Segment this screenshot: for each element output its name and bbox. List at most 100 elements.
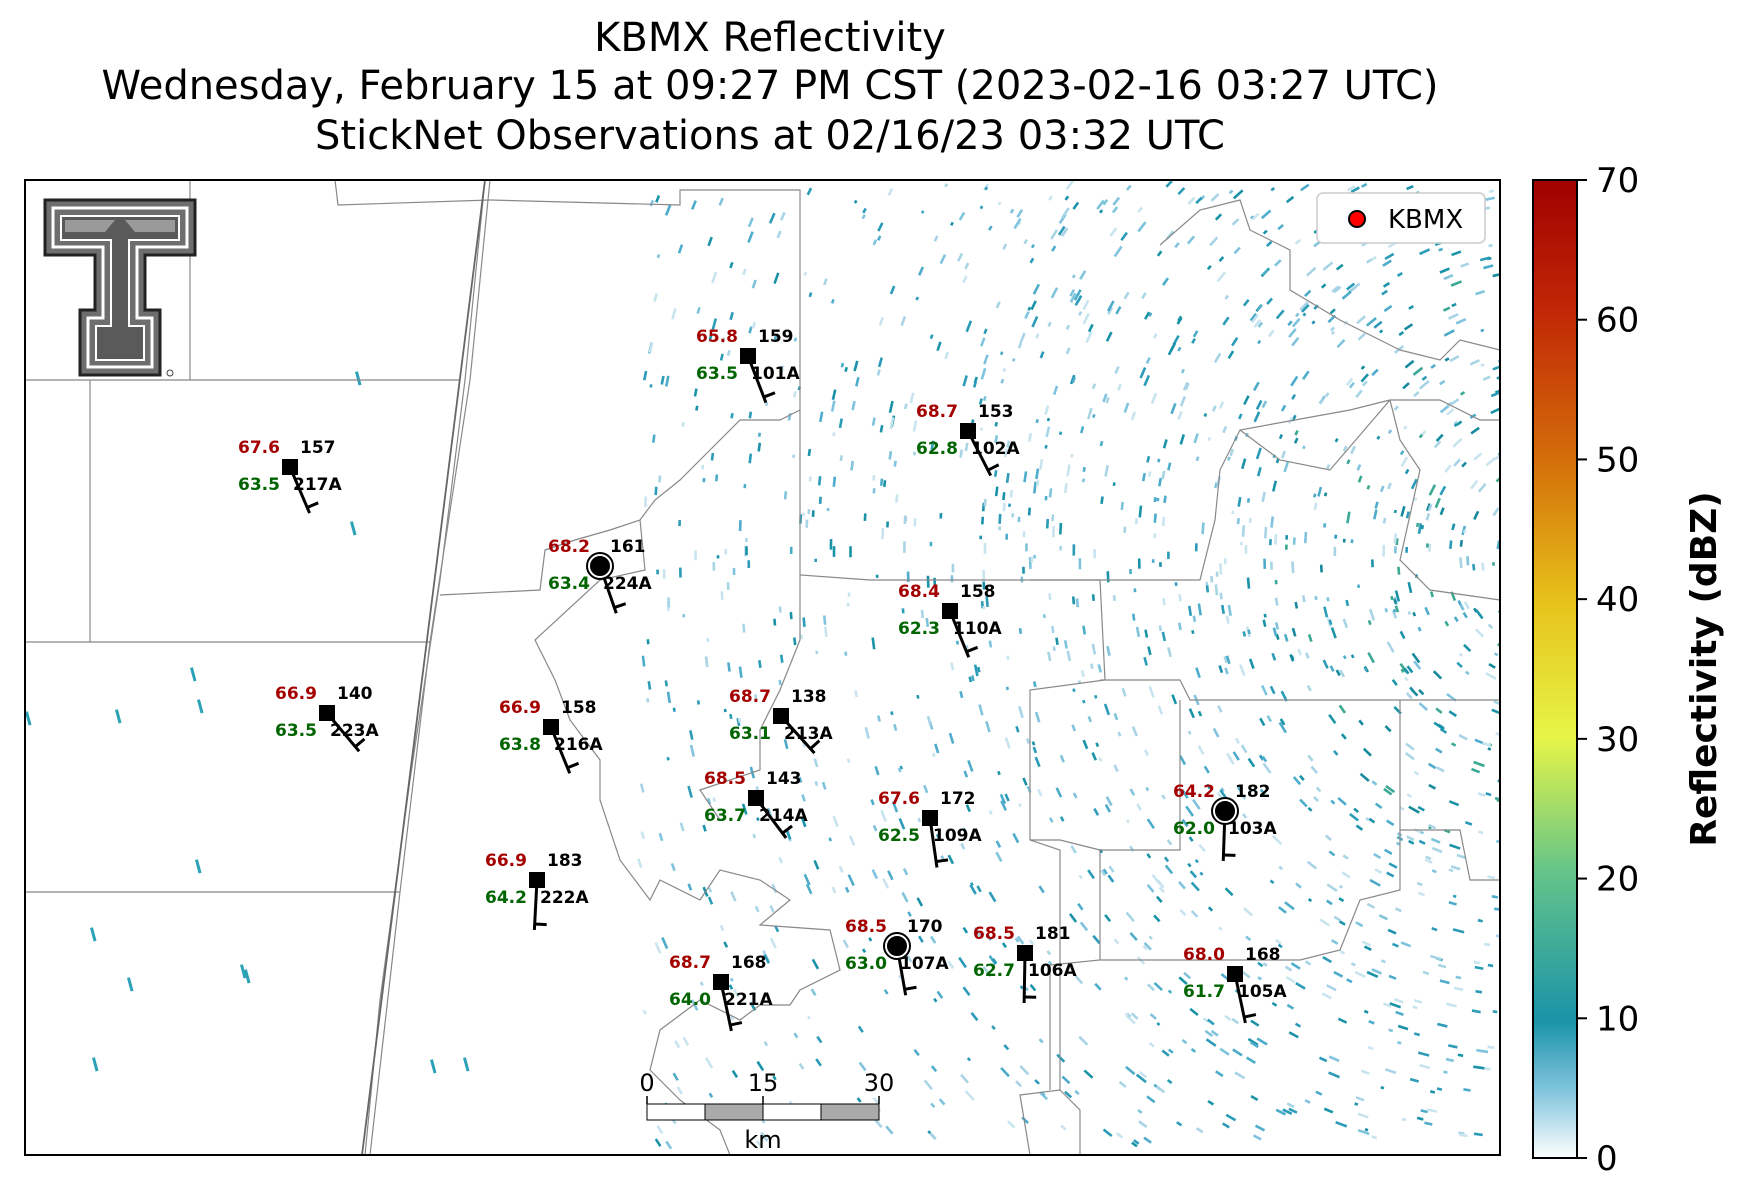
radar-gate [838,865,844,873]
radar-gate [1222,1122,1230,1129]
radar-gate [1015,1080,1022,1088]
radar-gate [1410,478,1418,490]
radar-gate [1417,891,1425,897]
radar-gate [1373,852,1382,860]
radar-gate [1294,601,1299,609]
radar-gate [1477,792,1486,797]
radar-gate [1336,338,1346,348]
radar-gate [1252,1134,1262,1141]
radar-gate [1285,975,1296,984]
radar-gate [1072,544,1076,556]
radar-gate [1390,595,1394,601]
radar-gate [1365,817,1370,821]
radar-gate [1048,817,1054,823]
radar-gate [711,318,718,330]
radar-gate [1285,535,1289,540]
radar-gate [712,561,716,571]
radar-gate [982,569,986,582]
radar-gate [721,336,726,343]
radar-gate [1180,368,1186,374]
radar-gate [1143,374,1151,387]
radar-gate [1412,1005,1418,1010]
radar-gate [1290,375,1299,387]
radar-gate [1224,294,1230,300]
radar-gate [980,337,986,347]
radar-gate [1203,413,1208,417]
radar-gate [661,937,669,950]
radar-gate [1395,1010,1404,1016]
station-marker-square [922,810,938,826]
radar-gate [844,651,848,656]
radar-gate [811,510,815,518]
radar-gate [1082,466,1086,472]
radar-gate [897,767,902,773]
radar-gate [1369,878,1381,887]
radar-gate [1453,458,1461,467]
radar-gate [980,367,987,380]
radar-gate [823,278,828,286]
radar-gate [889,285,896,295]
radar-gate [1125,1015,1136,1025]
radar-gate [1333,285,1342,294]
radar-gate [1104,464,1109,477]
radar-gate [738,520,742,532]
radar-gate [1477,482,1487,493]
radar-gate [888,450,893,460]
radar-gate [1501,193,1506,196]
radar-gate [1453,420,1459,425]
radar-gate [719,353,724,361]
station-dewpoint: 63.7 [704,806,746,826]
radar-gate [876,369,881,376]
radar-gate [1386,819,1395,827]
radar-gate [656,1125,664,1134]
radar-gate [1244,545,1248,554]
radar-gate [1382,517,1387,524]
radar-gate [898,817,906,830]
radar-gate [1393,598,1398,604]
radar-gate [1487,963,1494,968]
radar-gate [1186,235,1196,245]
radar-gate [1221,604,1225,614]
radar-gate [1378,914,1389,921]
radar-gate [1207,436,1212,442]
radar-gate [903,403,908,410]
radar-gate [830,298,835,304]
radar-gate [944,183,949,188]
station-temperature: 68.5 [704,769,746,789]
radar-gate [816,1035,823,1044]
radar-gate [995,301,1001,309]
radar-gate [1379,329,1384,334]
radar-gate [1209,236,1219,247]
radar-gate [1329,665,1335,672]
radar-gate [747,217,754,228]
radar-gate [871,869,879,880]
wind-barb-feather [613,602,627,610]
station-id: 107A [900,954,949,974]
radar-gate [1508,372,1514,376]
radar-gate [1284,901,1295,911]
title-line-3: StickNet Observations at 02/16/23 03:32 … [315,113,1225,159]
radar-gate [1226,752,1233,761]
radar-gate [855,376,860,387]
radar-gate [1363,1009,1369,1014]
station-id: 101A [751,364,800,384]
radar-gate [1275,309,1285,320]
radar-gate [1178,594,1182,602]
station-wind-direction: 168 [731,953,767,973]
radar-gate [707,887,713,893]
radar-gate [729,1015,735,1021]
radar-gate [1299,798,1308,808]
radar-gate [1406,665,1414,674]
radar-gate [1008,503,1012,508]
radar-gate [1195,456,1200,462]
radar-gate [1272,480,1278,492]
radar-gate [903,515,907,525]
radar-gate [1449,843,1461,850]
radar-gate [872,475,876,481]
station-wind-direction: 182 [1235,782,1271,802]
radar-gate [1328,713,1337,725]
radar-gate [1450,280,1462,287]
radar-gate [1274,938,1282,945]
radar-gate [1304,289,1312,297]
